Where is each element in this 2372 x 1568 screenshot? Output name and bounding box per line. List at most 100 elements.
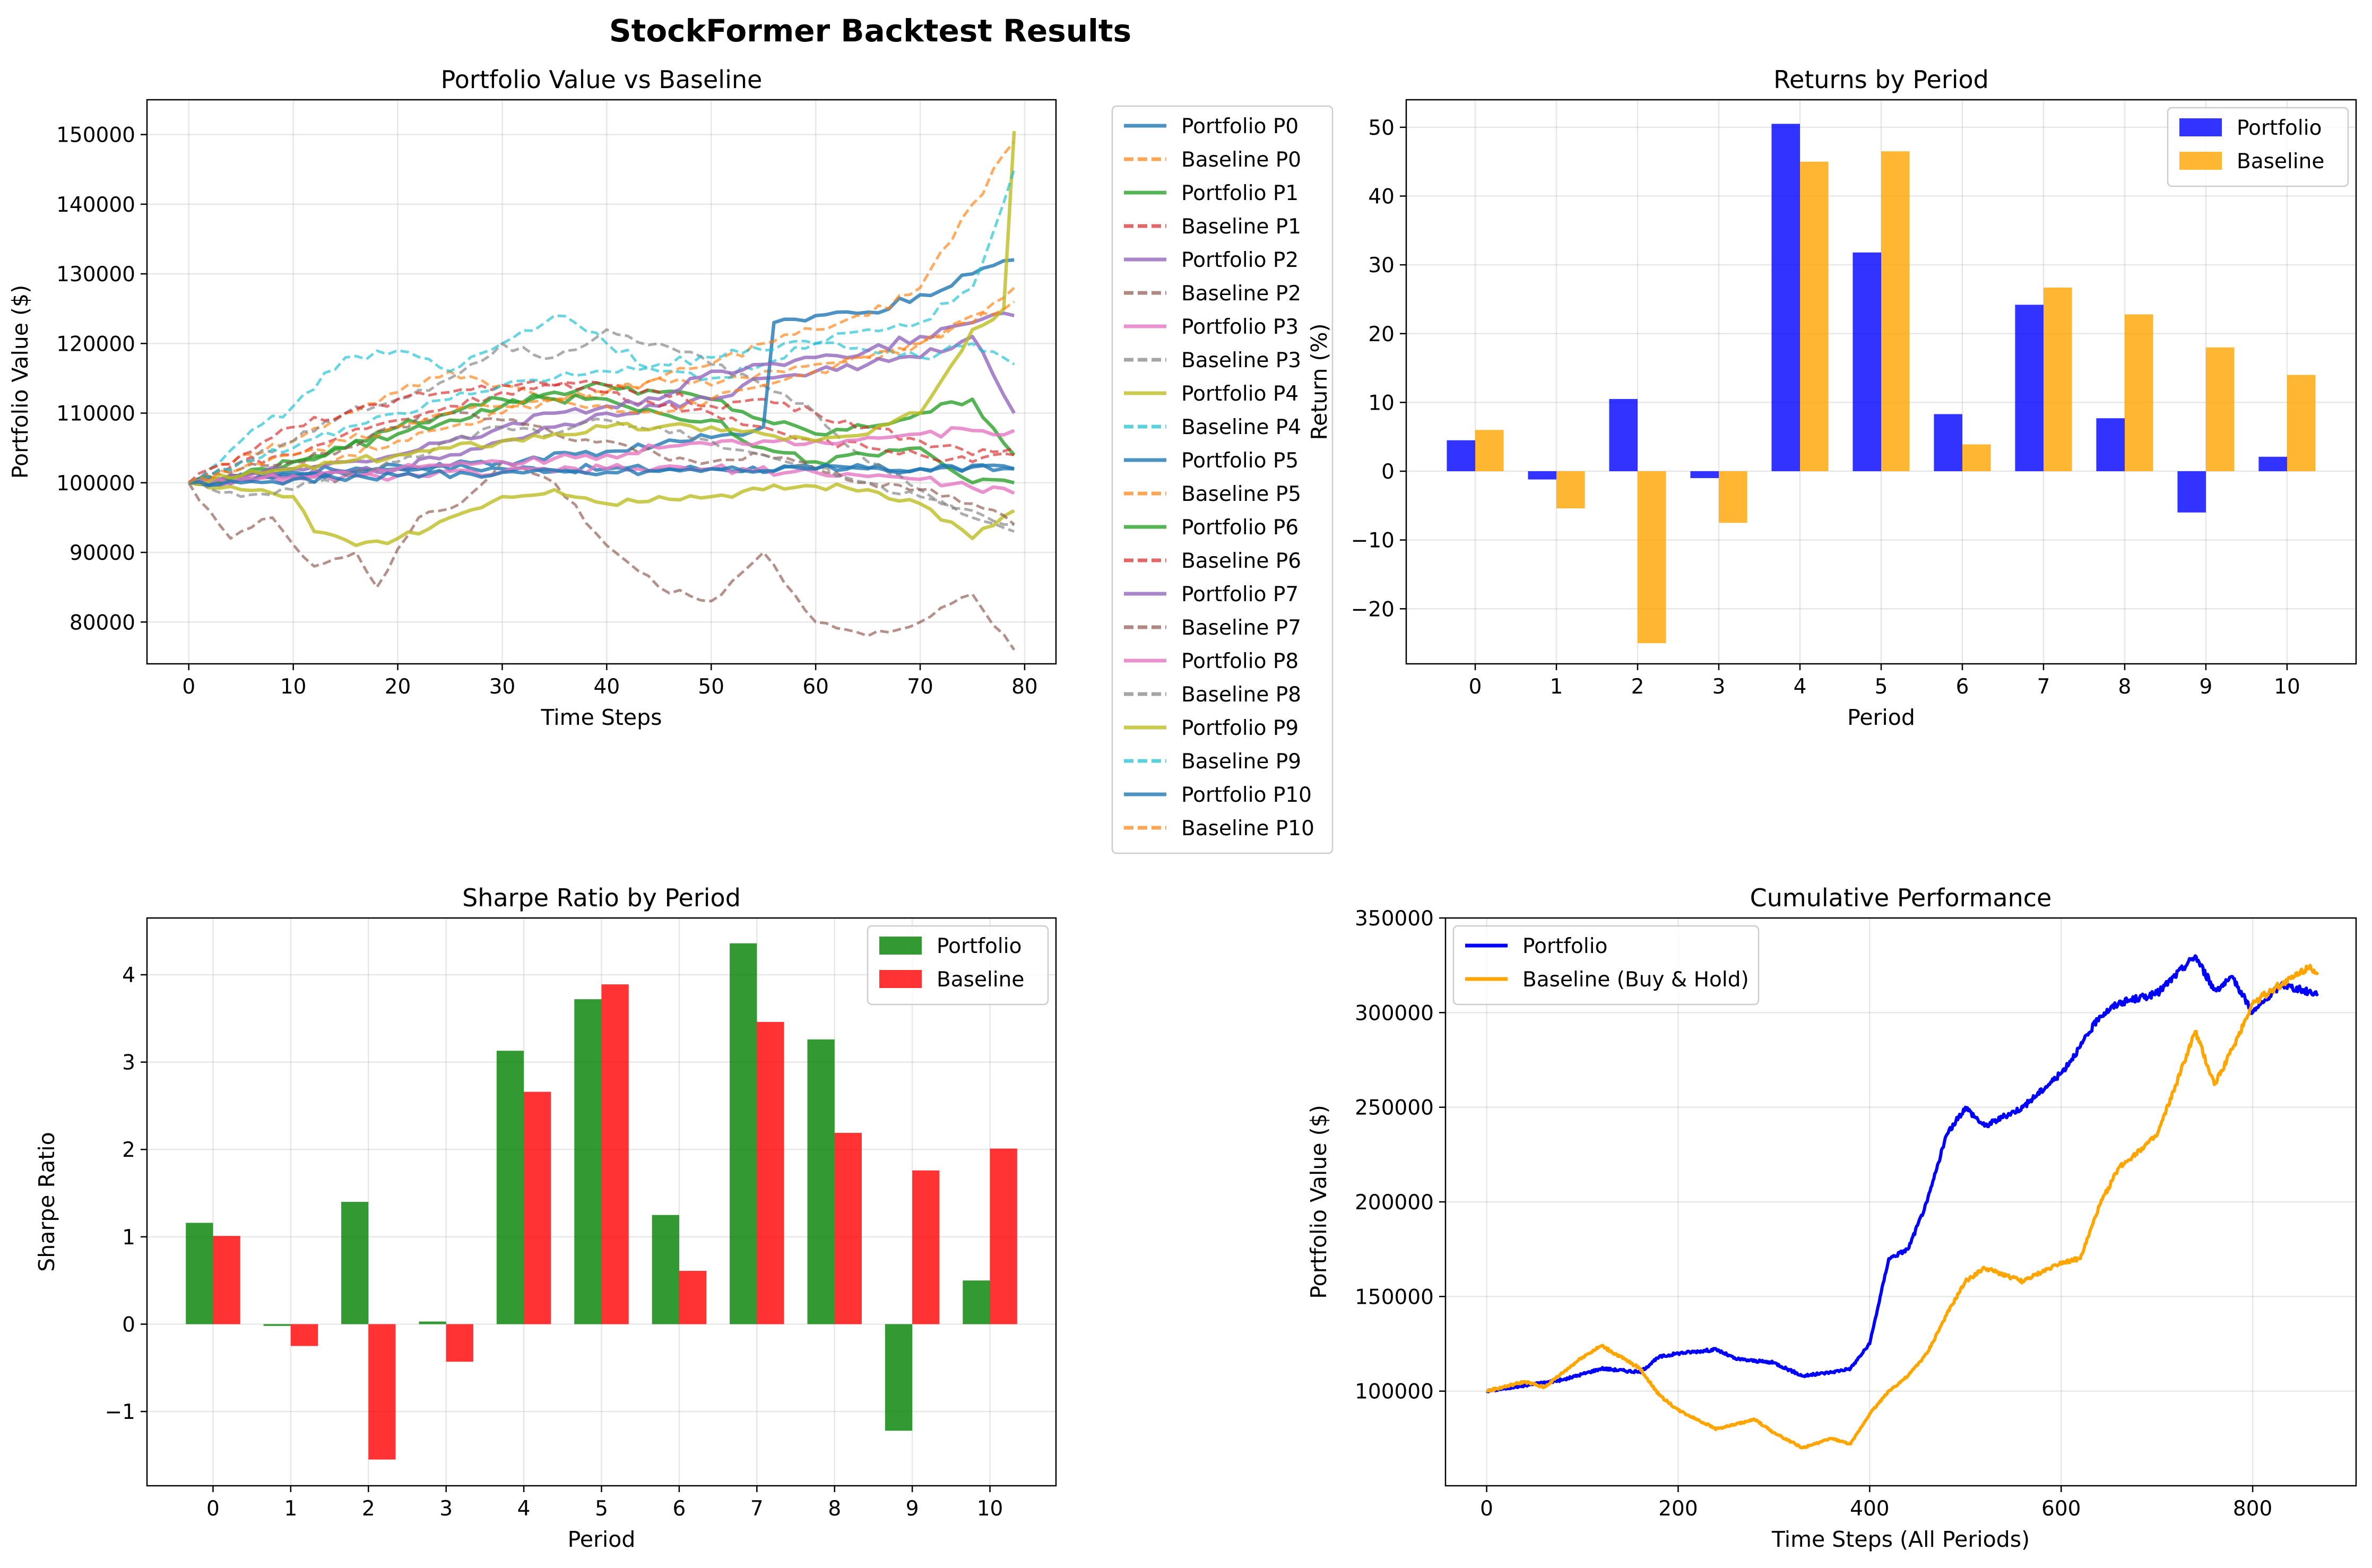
series-line-baseline-p8 bbox=[188, 418, 1015, 526]
x-tick-label: 0 bbox=[206, 1497, 220, 1521]
y-tick-label: 120000 bbox=[56, 332, 135, 356]
bar-baseline-period-5 bbox=[601, 984, 629, 1324]
x-tick-label: 5 bbox=[595, 1497, 608, 1521]
x-tick-label: 10 bbox=[977, 1497, 1003, 1521]
y-tick-label: 4 bbox=[122, 964, 135, 987]
y-axis-label: Portfolio Value ($) bbox=[1306, 1105, 1331, 1298]
x-tick-label: 70 bbox=[907, 675, 933, 699]
chart-returns-by-period: 0 1 2 3 4 5 6 7 8 9 10 −20 −10 0 10 20 30 40 50 Returns by … bbox=[1306, 65, 2357, 730]
bar-portfolio-period-1 bbox=[1528, 471, 1557, 480]
y-tick-label: 50 bbox=[1368, 116, 1395, 140]
legend-label: Baseline P4 bbox=[1181, 415, 1301, 439]
x-tick-label: 8 bbox=[2118, 675, 2132, 699]
bar-baseline-period-6 bbox=[1962, 444, 1991, 472]
y-tick-label: 130000 bbox=[56, 263, 135, 287]
series-lines bbox=[187, 131, 1016, 651]
bar-baseline-period-10 bbox=[990, 1148, 1017, 1324]
bar-baseline-period-2 bbox=[1638, 471, 1666, 644]
series-line-baseline-p6 bbox=[188, 380, 1015, 484]
x-tick-label: 9 bbox=[2200, 675, 2213, 699]
legend-label: Portfolio bbox=[1522, 934, 1607, 958]
legend-label: Baseline P8 bbox=[1181, 683, 1301, 707]
series-lines bbox=[1486, 954, 2319, 1450]
bar-portfolio-period-10 bbox=[2258, 456, 2287, 472]
bar-baseline-period-9 bbox=[912, 1170, 940, 1324]
x-axis-label: Time Steps (All Periods) bbox=[1771, 1527, 2030, 1552]
chart-portfolio-vs-baseline: 0 10 20 30 40 50 60 70 80 80000 90000 100000 110000 1… bbox=[7, 65, 1334, 854]
chart-title: Returns by Period bbox=[1773, 65, 1989, 94]
legend-label: Baseline P6 bbox=[1181, 549, 1301, 573]
y-tick-label: 2 bbox=[122, 1138, 135, 1162]
x-tick-label: 3 bbox=[439, 1497, 453, 1521]
legend-label: Portfolio P2 bbox=[1181, 248, 1298, 272]
legend-label: Baseline bbox=[2237, 150, 2324, 174]
y-tick-label: 300000 bbox=[1355, 1001, 1434, 1025]
y-tick-label: −1 bbox=[105, 1400, 136, 1424]
y-tick-label: 100000 bbox=[1355, 1380, 1434, 1404]
x-tick-label: 0 bbox=[1480, 1497, 1493, 1521]
x-tick-label: 5 bbox=[1875, 675, 1888, 699]
y-tick-label: 90000 bbox=[70, 541, 135, 565]
legend-label: Portfolio P6 bbox=[1181, 516, 1298, 540]
x-tick-label: 7 bbox=[2037, 675, 2050, 699]
bar-series-portfolio bbox=[1447, 124, 2287, 513]
legend-label: Portfolio bbox=[2237, 116, 2322, 140]
bar-baseline-period-5 bbox=[1881, 151, 1910, 472]
y-tick-label: 200000 bbox=[1355, 1191, 1434, 1215]
bar-series-baseline bbox=[1475, 151, 2316, 644]
x-axis-label: Time Steps bbox=[540, 705, 662, 730]
x-tick-label: 0 bbox=[182, 675, 195, 699]
x-tick-label: 4 bbox=[517, 1497, 531, 1521]
bar-portfolio-period-7 bbox=[730, 943, 757, 1324]
bar-baseline-period-2 bbox=[368, 1324, 396, 1460]
legend-swatch bbox=[879, 937, 922, 955]
bar-baseline-period-10 bbox=[2287, 375, 2316, 472]
bar-baseline-period-1 bbox=[290, 1324, 318, 1346]
bar-portfolio-period-3 bbox=[419, 1321, 446, 1324]
bar-baseline-period-0 bbox=[213, 1236, 240, 1324]
bar-portfolio-period-6 bbox=[652, 1215, 679, 1324]
x-tick-label: 1 bbox=[284, 1497, 297, 1521]
legend-swatch bbox=[2179, 152, 2222, 170]
series-line-portfolio-p2 bbox=[188, 334, 1016, 486]
y-axis-label: Return (%) bbox=[1306, 323, 1332, 440]
bar-portfolio-period-0 bbox=[186, 1223, 213, 1324]
legend-label: Baseline bbox=[937, 968, 1024, 992]
y-tick-label: 0 bbox=[122, 1313, 135, 1337]
legend-label: Baseline P5 bbox=[1181, 482, 1301, 506]
bar-series-baseline bbox=[213, 984, 1017, 1460]
x-tick-label: 80 bbox=[1011, 675, 1038, 699]
bar-portfolio-period-9 bbox=[885, 1324, 913, 1431]
y-tick-label: 30 bbox=[1368, 254, 1395, 278]
series-line-portfolio-p10 bbox=[188, 463, 1015, 488]
plot-frame bbox=[146, 99, 1057, 665]
y-tick-label: −20 bbox=[1351, 597, 1395, 621]
y-tick-label: 1 bbox=[122, 1226, 135, 1250]
chart-title: Cumulative Performance bbox=[1750, 883, 2052, 912]
x-tick-label: 6 bbox=[672, 1497, 686, 1521]
bar-baseline-period-3 bbox=[1719, 471, 1747, 523]
y-tick-label: −10 bbox=[1351, 529, 1395, 553]
x-tick-label: 600 bbox=[2041, 1497, 2081, 1521]
bar-baseline-period-8 bbox=[2124, 314, 2153, 472]
chart-cumulative-performance: 0 200 400 600 800 100000 150000 200000 250000 300… bbox=[1306, 883, 2357, 1552]
x-tick-label: 3 bbox=[1712, 675, 1726, 699]
legend-label: Portfolio P1 bbox=[1181, 181, 1298, 205]
bar-portfolio-period-4 bbox=[496, 1051, 524, 1324]
x-axis-label: Period bbox=[1847, 705, 1915, 730]
y-tick-label: 350000 bbox=[1355, 907, 1434, 931]
series-line-portfolio-p9 bbox=[188, 131, 1016, 487]
y-tick-label: 250000 bbox=[1355, 1096, 1434, 1120]
bar-portfolio-period-2 bbox=[341, 1202, 369, 1324]
series-line-baseline-p7 bbox=[188, 411, 1015, 526]
series-line-portfolio bbox=[1486, 954, 2319, 1393]
legend-box bbox=[1111, 105, 1334, 854]
x-tick-label: 10 bbox=[2274, 675, 2300, 699]
bar-portfolio-period-6 bbox=[1934, 414, 1962, 472]
series-line-baseline-p4 bbox=[188, 314, 1015, 484]
x-tick-label: 8 bbox=[828, 1497, 841, 1521]
legend-label: Baseline P9 bbox=[1181, 750, 1301, 774]
series-line-baseline-p3 bbox=[188, 328, 1015, 533]
legend-label: Baseline P2 bbox=[1181, 282, 1301, 306]
